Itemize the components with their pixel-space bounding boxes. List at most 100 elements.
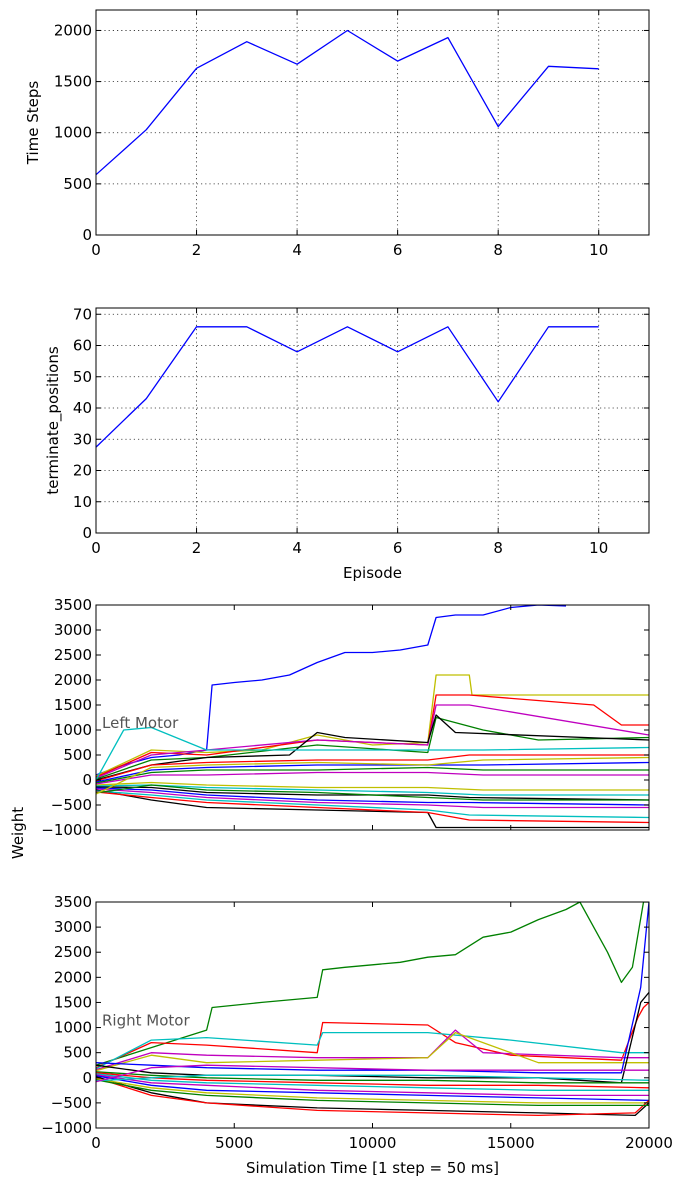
series-line-18 <box>96 790 649 819</box>
x-tick-label: 4 <box>292 241 302 259</box>
series-line-17 <box>96 789 649 829</box>
series-line-10 <box>96 766 649 784</box>
y-tick-label: 2000 <box>54 21 92 39</box>
x-tick-label: 0 <box>91 1134 101 1152</box>
series-group <box>96 605 649 829</box>
series-line-8 <box>96 754 649 782</box>
y-tick-label: −500 <box>51 1094 92 1112</box>
series-line-7 <box>96 726 649 781</box>
x-tick-label: 10 <box>589 539 608 557</box>
y-tick-label: 0 <box>82 1069 92 1087</box>
y-tick-label: 0 <box>82 226 92 244</box>
y-tick-label: −500 <box>51 796 92 814</box>
y-tick-label: 500 <box>63 1044 92 1062</box>
x-tick-label: 4 <box>292 539 302 557</box>
y-tick-label: 2000 <box>54 671 92 689</box>
y-axis-label: terminate_positions <box>44 346 63 495</box>
y-tick-label: 2000 <box>54 968 92 986</box>
series-line-13 <box>96 1076 649 1117</box>
series-line-8 <box>96 1071 649 1084</box>
y-tick-label: 0 <box>82 771 92 789</box>
x-tick-label: 8 <box>493 241 503 259</box>
chart-panel-3: −1000 −500 0 500 1000 1500 2000 2500 3000 3500 Wei… <box>9 596 650 859</box>
y-tick-label: 1000 <box>54 1019 92 1037</box>
series-line-7 <box>96 991 649 1084</box>
series-line-18 <box>96 1064 649 1083</box>
y-tick-label: 1000 <box>54 721 92 739</box>
y-axis-label: Weight <box>9 807 27 859</box>
y-tick-label: 40 <box>73 399 92 417</box>
chart-panel-4: 0 5000 10000 15000 20000 −1000 −500 0 500 1000 150… <box>41 893 673 1177</box>
series-line-10 <box>96 1073 649 1091</box>
series-line-12 <box>96 1075 649 1102</box>
series-line-1 <box>96 902 649 1066</box>
series-line-6 <box>96 902 649 1074</box>
series-line-4 <box>96 704 649 779</box>
y-tick-label: 1500 <box>54 73 92 91</box>
x-tick-label: 0 <box>91 241 101 259</box>
series-line-11 <box>96 1074 649 1097</box>
series-line-3 <box>96 1031 649 1070</box>
x-tick-label: 2 <box>192 539 202 557</box>
y-tick-label: 60 <box>73 337 92 355</box>
y-tick-label: 1500 <box>54 993 92 1011</box>
series-line-9 <box>96 761 649 783</box>
x-tick-label: 10 <box>589 241 608 259</box>
x-tick-label: 6 <box>393 241 403 259</box>
series-group <box>96 326 599 448</box>
series-line-11 <box>96 771 649 785</box>
x-tick-label: 0 <box>91 539 101 557</box>
series-line-1 <box>96 326 599 448</box>
x-tick-label: 15000 <box>487 1134 535 1152</box>
motor-annotation: Left Motor <box>102 714 179 732</box>
y-tick-label: 2500 <box>54 943 92 961</box>
y-tick-label: 10 <box>73 493 92 511</box>
x-axis-label: Episode <box>343 564 402 582</box>
series-line-1 <box>96 29 599 176</box>
motor-annotation: Right Motor <box>102 1012 190 1030</box>
plot-frame <box>95 307 650 534</box>
y-tick-label: 500 <box>63 746 92 764</box>
series-line-15 <box>96 787 649 806</box>
y-tick-label: 2500 <box>54 646 92 664</box>
x-tick-label: 20000 <box>625 1134 673 1152</box>
series-line-5 <box>96 1031 649 1072</box>
y-tick-label: 3000 <box>54 621 92 639</box>
series-line-14 <box>96 1077 649 1117</box>
x-tick-label: 10000 <box>349 1134 397 1152</box>
y-tick-label: 70 <box>73 305 92 323</box>
chart-panel-2: 0 2 4 6 8 10 0 10 20 30 40 50 60 70 Episode terminate_p… <box>44 305 650 582</box>
series-line-3 <box>96 694 649 778</box>
series-line-16 <box>96 788 649 809</box>
series-line-19 <box>96 791 649 824</box>
y-tick-label: −1000 <box>41 821 92 839</box>
chart-panel-1: 0 2 4 6 8 10 0 500 1000 1500 2000 Time Steps <box>24 9 650 259</box>
x-axis-label: Simulation Time [1 step = 50 ms] <box>246 1159 499 1177</box>
series-line-4 <box>96 1029 649 1071</box>
plot-frame <box>95 604 650 831</box>
series-line-12 <box>96 781 649 791</box>
series-line-21 <box>96 756 649 795</box>
y-tick-label: 3000 <box>54 918 92 936</box>
y-tick-label: 3500 <box>54 596 92 614</box>
x-tick-label: 8 <box>493 539 503 557</box>
series-line-16 <box>96 1079 649 1107</box>
y-tick-label: 30 <box>73 430 92 448</box>
series-line-15 <box>96 1078 649 1104</box>
y-tick-label: 3500 <box>54 893 92 911</box>
series-line-17 <box>96 1074 649 1082</box>
plot-frame <box>95 9 650 236</box>
y-tick-label: 1500 <box>54 696 92 714</box>
y-tick-label: 500 <box>63 175 92 193</box>
y-tick-label: −1000 <box>41 1119 92 1137</box>
y-tick-label: 20 <box>73 462 92 480</box>
series-line-14 <box>96 786 649 801</box>
series-line-6 <box>96 714 649 781</box>
y-tick-label: 0 <box>82 524 92 542</box>
series-line-2 <box>96 1001 649 1069</box>
series-group <box>96 29 599 176</box>
y-tick-label: 50 <box>73 368 92 386</box>
series-group <box>96 902 649 1117</box>
x-tick-label: 5000 <box>215 1134 253 1152</box>
